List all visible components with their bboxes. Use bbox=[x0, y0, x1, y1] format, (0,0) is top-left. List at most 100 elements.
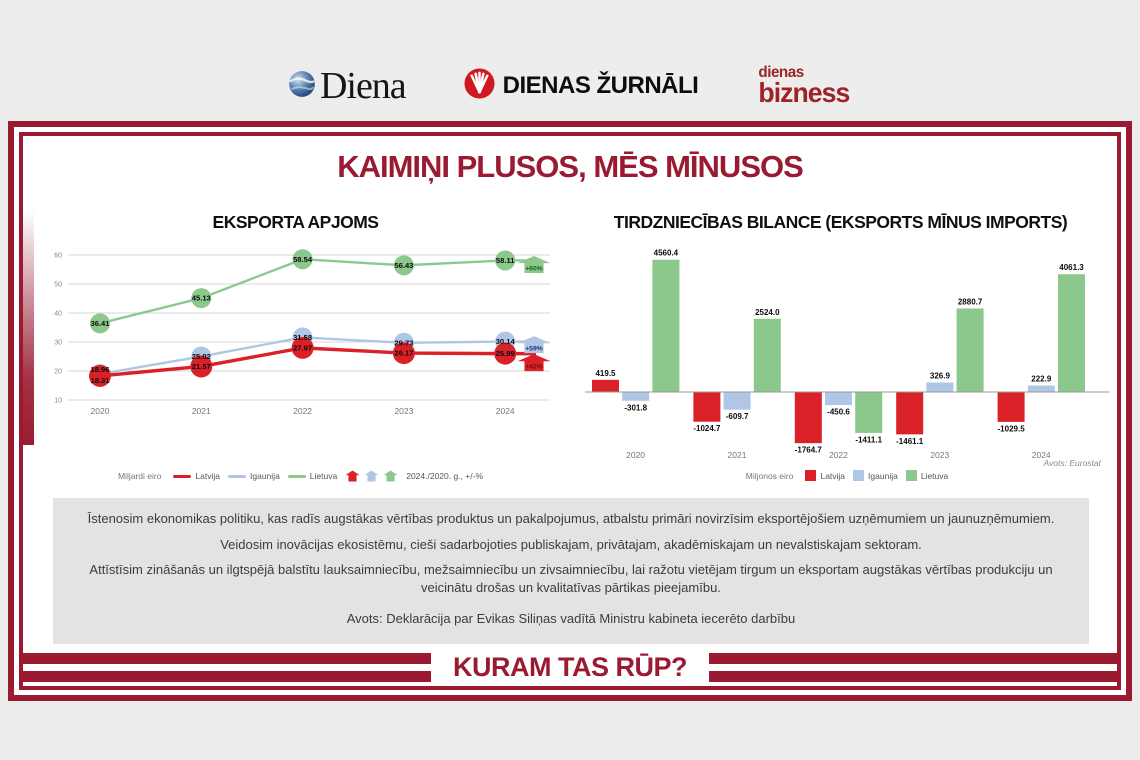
svg-text:21.57: 21.57 bbox=[192, 362, 211, 371]
left-gradient-accent bbox=[23, 210, 34, 445]
bar-latvija-2024: -1029.5 bbox=[998, 392, 1025, 433]
svg-text:2022: 2022 bbox=[829, 450, 848, 460]
svg-text:18.96: 18.96 bbox=[90, 365, 109, 374]
footer-banner: KURAM TAS RŪP? bbox=[23, 652, 1118, 683]
infographic-card-inner: KAIMIŅI PLUSOS, MĒS MĪNUSOS EKSPORTA APJ… bbox=[19, 132, 1121, 690]
legend-box-swatch-latvija bbox=[805, 470, 817, 481]
svg-text:20: 20 bbox=[54, 369, 62, 376]
svg-text:30.14: 30.14 bbox=[496, 337, 516, 346]
svg-text:2020: 2020 bbox=[91, 406, 110, 416]
svg-text:-1764.7: -1764.7 bbox=[795, 446, 823, 455]
legend-change-arrows bbox=[345, 470, 398, 482]
svg-text:2024: 2024 bbox=[496, 406, 515, 416]
svg-text:2880.7: 2880.7 bbox=[958, 297, 983, 306]
policy-source: Avots: Deklarācija par Evikas Siliņas va… bbox=[346, 611, 796, 627]
legend-arrow-icon-latvija bbox=[345, 470, 360, 482]
svg-text:2021: 2021 bbox=[728, 450, 747, 460]
svg-text:45.13: 45.13 bbox=[192, 294, 211, 303]
bar-lietuva-2024: 4061.3 bbox=[1058, 263, 1085, 392]
svg-text:-1024.7: -1024.7 bbox=[693, 424, 721, 433]
svg-text:25.02: 25.02 bbox=[192, 352, 211, 361]
svg-text:2023: 2023 bbox=[930, 450, 949, 460]
legend-box-swatch-igaunija bbox=[853, 470, 865, 481]
bar-lietuva-2020: 4560.4 bbox=[652, 249, 680, 392]
dienas-zurnali-logo: DIENAS ŽURNĀLI bbox=[464, 68, 699, 104]
svg-text:-1411.1: -1411.1 bbox=[855, 435, 882, 444]
policy-line: Attīstīsim zināšanās un ilgtspējā balstī… bbox=[89, 562, 1053, 595]
line-chart-title: EKSPORTA APJOMS bbox=[212, 212, 379, 232]
svg-text:26.17: 26.17 bbox=[394, 349, 413, 358]
svg-text:29.73: 29.73 bbox=[394, 338, 413, 347]
legend-item-lietuva: Lietuva bbox=[905, 470, 949, 481]
legend-item-igaunija: Igaunija bbox=[853, 470, 898, 481]
bar-igaunija-2020: -301.8 bbox=[622, 392, 650, 412]
bar-lietuva-2021: 2524.0 bbox=[753, 308, 781, 392]
legend-arrow-icon-igaunija bbox=[364, 470, 379, 482]
svg-text:2022: 2022 bbox=[293, 406, 312, 416]
svg-text:10: 10 bbox=[54, 398, 62, 405]
svg-text:30: 30 bbox=[54, 340, 62, 347]
svg-text:58.11: 58.11 bbox=[496, 256, 515, 265]
svg-text:40: 40 bbox=[54, 311, 62, 318]
svg-text:58.54: 58.54 bbox=[293, 255, 313, 264]
line-series-labels-latvija: 18.31 21.57 27.97 26.17 25.99 bbox=[90, 343, 514, 385]
legend-line-swatch-latvija bbox=[173, 474, 192, 478]
svg-text:-450.6: -450.6 bbox=[827, 408, 850, 417]
bar-igaunija-2022: -450.6 bbox=[825, 392, 852, 417]
bar-chart-title: TIRDZNIECĪBAS BILANCE (EKSPORTS MĪNUS IM… bbox=[613, 212, 1068, 232]
legend-label: Latvija bbox=[820, 470, 846, 481]
latvian-flag-stripe-left bbox=[23, 653, 432, 682]
legend-item-igaunija: Igaunija bbox=[228, 471, 280, 481]
legend-item-latvija: Latvija bbox=[805, 470, 845, 481]
svg-text:+59%: +59% bbox=[525, 345, 543, 352]
legend-unit-label: Miljonos eiro bbox=[745, 470, 794, 481]
policy-line: Veidosim inovācijas ekosistēmu, cieši sa… bbox=[220, 536, 922, 552]
diena-logo: Diena bbox=[288, 64, 407, 108]
change-arrow-igaunija: +59% bbox=[517, 336, 551, 354]
globe-icon bbox=[288, 70, 316, 103]
dienas-bizness-bottom: bizness bbox=[758, 77, 851, 109]
line-series-latvija bbox=[89, 336, 536, 387]
svg-text:2023: 2023 bbox=[394, 406, 413, 416]
bar-latvija-2023: -1461.1 bbox=[896, 392, 924, 446]
diena-wordmark: Diena bbox=[319, 65, 407, 107]
page-title: KAIMIŅI PLUSOS, MĒS MĪNUSOS bbox=[337, 149, 804, 184]
svg-text:36.41: 36.41 bbox=[90, 319, 110, 328]
svg-text:4061.3: 4061.3 bbox=[1059, 263, 1084, 272]
bar-chart-legend: Miljonos eiro Latvija Igaunija Lietuva bbox=[581, 470, 1113, 481]
svg-text:-1461.1: -1461.1 bbox=[896, 437, 924, 446]
svg-text:50: 50 bbox=[54, 282, 62, 289]
legend-label: Latvija bbox=[195, 471, 221, 481]
bar-latvija-2022: -1764.7 bbox=[795, 392, 823, 455]
change-arrow-lietuva: +60% bbox=[517, 255, 551, 273]
svg-text:326.9: 326.9 bbox=[930, 372, 951, 381]
svg-text:60: 60 bbox=[54, 253, 62, 260]
legend-item-lietuva: Lietuva bbox=[287, 471, 338, 481]
policy-line: Īstenosim ekonomikas politiku, kas radīs… bbox=[87, 511, 1055, 526]
svg-text:25.99: 25.99 bbox=[496, 349, 515, 358]
legend-change-note: 2024./2020. g., +/-% bbox=[406, 471, 484, 481]
bar-chart-source: Avots: Eurostat bbox=[1043, 458, 1101, 468]
line-series-labels-igaunija: 18.96 25.02 31.58 29.73 30.14 bbox=[90, 333, 515, 374]
bar-lietuva-2023: 2880.7 bbox=[956, 297, 984, 392]
fan-badge-icon bbox=[464, 68, 495, 104]
svg-text:+60%: +60% bbox=[525, 265, 543, 272]
dienas-zurnali-wordmark: DIENAS ŽURNĀLI bbox=[502, 72, 699, 99]
latvian-flag-stripe-right bbox=[709, 653, 1118, 682]
legend-label: Lietuva bbox=[920, 470, 949, 481]
svg-text:2021: 2021 bbox=[192, 406, 211, 416]
svg-text:-609.7: -609.7 bbox=[726, 412, 749, 421]
svg-text:222.9: 222.9 bbox=[1031, 375, 1052, 384]
svg-text:4560.4: 4560.4 bbox=[654, 249, 679, 258]
svg-text:27.97: 27.97 bbox=[293, 343, 312, 352]
bar-lietuva-2022: -1411.1 bbox=[855, 392, 883, 444]
legend-label: Lietuva bbox=[309, 471, 338, 481]
svg-text:18.31: 18.31 bbox=[90, 376, 110, 385]
dienas-bizness-logo: dienas bizness bbox=[758, 64, 851, 109]
legend-unit-label: Miljardi eiro bbox=[117, 471, 162, 481]
policy-text-panel: Īstenosim ekonomikas politiku, kas radīs… bbox=[53, 498, 1089, 644]
svg-text:-301.8: -301.8 bbox=[624, 403, 647, 412]
export-volume-line-chart: 10 20 30 40 50 60 2020 2021 2022 2023 2024 18.96 25.… bbox=[54, 249, 551, 416]
legend-arrow-icon-lietuva bbox=[383, 470, 398, 482]
